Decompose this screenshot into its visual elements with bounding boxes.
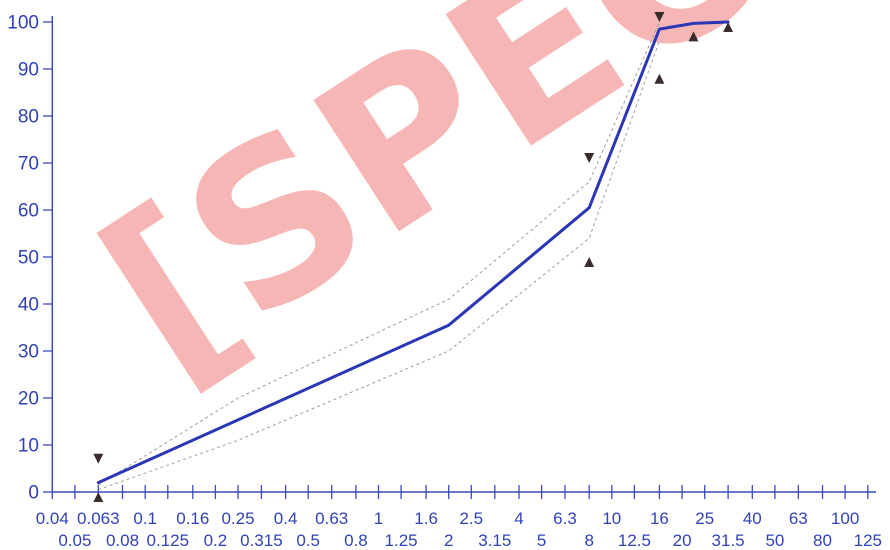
lower-limit-marker bbox=[584, 257, 595, 267]
y-tick-label: 10 bbox=[18, 436, 39, 457]
x-tick-label: 0.04 bbox=[36, 509, 69, 528]
axes bbox=[51, 16, 876, 493]
lower-limit-marker bbox=[93, 492, 104, 502]
lower-limit-marker bbox=[654, 73, 665, 84]
x-tick-label: 0.16 bbox=[176, 509, 209, 528]
limit-markers bbox=[93, 12, 734, 502]
x-tick-label: 0.1 bbox=[133, 509, 157, 528]
x-tick-label: 10 bbox=[602, 509, 621, 528]
x-tick-label: 0.063 bbox=[77, 509, 120, 528]
y-tick-label: 20 bbox=[18, 389, 39, 410]
x-tick-label: 31.5 bbox=[712, 531, 745, 550]
x-tick-label: 4 bbox=[514, 509, 523, 528]
y-tick-label: 70 bbox=[18, 154, 39, 175]
x-tick-label: 0.5 bbox=[296, 531, 320, 550]
x-tick-label: 16 bbox=[650, 509, 669, 528]
x-tick-label: 2 bbox=[444, 531, 453, 550]
upper-envelope-line bbox=[98, 21, 660, 486]
x-tick-label: 125 bbox=[854, 531, 882, 550]
x-tick-label: 50 bbox=[765, 531, 784, 550]
x-tick-label: 63 bbox=[789, 509, 808, 528]
x-tick-label: 0.63 bbox=[315, 509, 348, 528]
grading-curve bbox=[96, 20, 730, 485]
x-tick-label: 6.3 bbox=[553, 509, 577, 528]
x-tick-label: 8 bbox=[584, 531, 593, 550]
envelope-lines bbox=[98, 21, 660, 491]
upper-limit-marker bbox=[584, 153, 595, 163]
x-ticks: 0.04 0.05 0.063 0.08 0.1 0.125 0.16 0.2 0.25 0.31… bbox=[36, 485, 882, 550]
y-tick-label: 30 bbox=[18, 342, 39, 363]
x-tick-label: 0.05 bbox=[58, 531, 91, 550]
x-tick-label: 100 bbox=[831, 509, 859, 528]
x-tick-label: 0.4 bbox=[274, 509, 298, 528]
y-ticks: 0 10 20 30 40 50 60 70 80 90 100 bbox=[7, 13, 53, 504]
x-tick-label: 2.5 bbox=[459, 509, 483, 528]
x-tick-label: 5 bbox=[537, 531, 546, 550]
upper-limit-marker bbox=[654, 12, 665, 22]
x-tick-label: 1.25 bbox=[385, 531, 418, 550]
y-tick-label: 50 bbox=[18, 248, 39, 269]
x-tick-label: 20 bbox=[673, 531, 692, 550]
lower-limit-marker bbox=[723, 22, 734, 32]
x-tick-label: 12.5 bbox=[618, 531, 651, 550]
y-tick-label: 60 bbox=[18, 201, 39, 222]
x-tick-label: 1 bbox=[374, 509, 383, 528]
x-tick-label: 3.15 bbox=[478, 531, 511, 550]
y-tick-label: 0 bbox=[28, 483, 39, 504]
x-tick-label: 40 bbox=[743, 509, 762, 528]
curve-layer bbox=[96, 20, 730, 485]
x-tick-label: 25 bbox=[695, 509, 714, 528]
x-tick-label: 0.125 bbox=[147, 531, 190, 550]
x-tick-label: 0.8 bbox=[344, 531, 368, 550]
lower-envelope-line bbox=[98, 40, 660, 491]
upper-limit-marker bbox=[93, 453, 104, 464]
x-tick-label: 0.08 bbox=[106, 531, 139, 550]
lower-limit-marker bbox=[688, 31, 699, 42]
y-tick-label: 100 bbox=[7, 13, 39, 34]
x-tick-label: 80 bbox=[813, 531, 832, 550]
y-tick-label: 90 bbox=[18, 60, 39, 81]
x-tick-label: 1.6 bbox=[414, 509, 438, 528]
x-tick-label: 0.315 bbox=[240, 531, 283, 550]
x-tick-label: 0.2 bbox=[204, 531, 228, 550]
y-tick-label: 40 bbox=[18, 295, 39, 316]
x-tick-label: 0.25 bbox=[221, 509, 254, 528]
y-tick-label: 80 bbox=[18, 107, 39, 128]
